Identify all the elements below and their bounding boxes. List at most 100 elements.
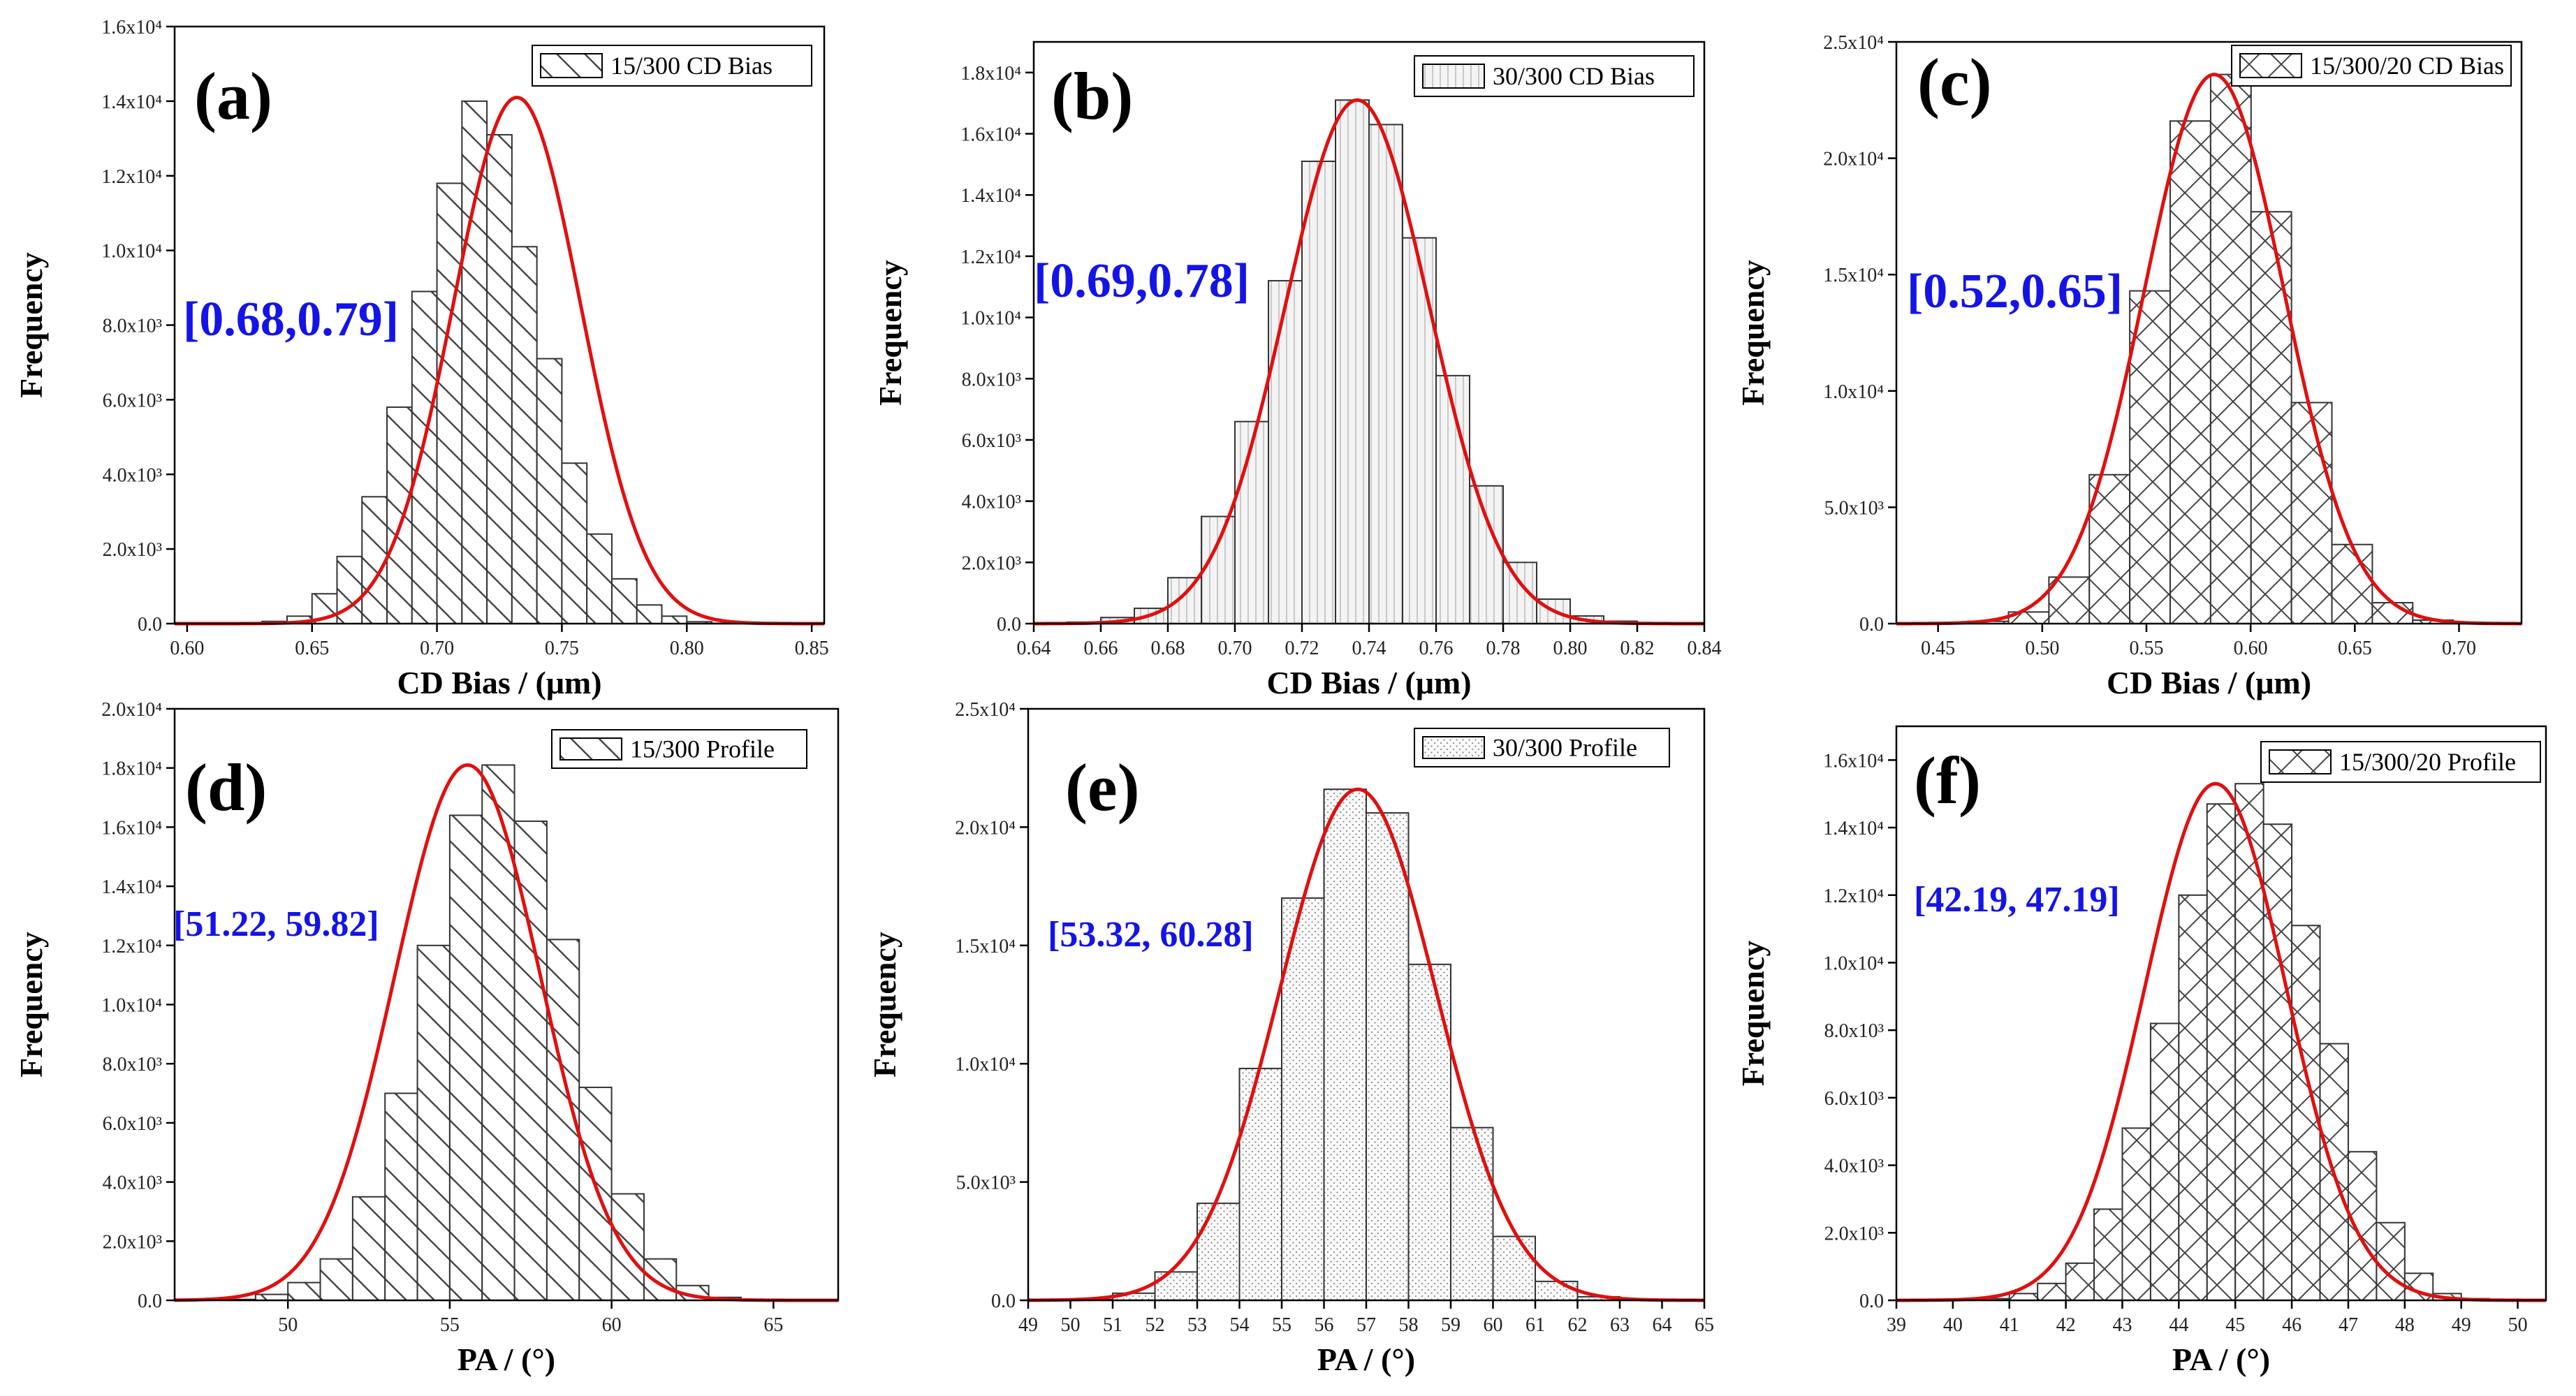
x-axis-label: PA / (°) (2172, 1342, 2270, 1377)
range-annotation: [53.32, 60.28] (1048, 915, 1254, 955)
chart-panel-4: 50 55 60 65 0.0 2.0x10³ 4.0x10³ 6.0x10³ 8.0x10³ 1… (13, 699, 840, 1377)
histogram-bar (643, 1258, 678, 1301)
x-tick-label: 44 (2169, 1314, 2188, 1336)
histogram-bar (1167, 577, 1202, 624)
x-tick-label: 52 (1146, 1314, 1165, 1336)
y-tick-label: 4.0x10³ (1824, 1156, 1884, 1177)
legend-entry: 15/300/20 CD Bias (2310, 52, 2504, 80)
y-tick-label: 6.0x10³ (103, 390, 162, 411)
panel-letter: (f) (1914, 743, 1981, 818)
x-tick-label: 0.85 (795, 638, 829, 659)
histogram-bar (1335, 99, 1370, 625)
x-tick-label: 0.70 (2442, 638, 2476, 659)
y-tick-label: 2.0x10⁴ (1823, 149, 1884, 170)
legend-swatch (2269, 749, 2332, 774)
histogram-bar (2037, 1282, 2067, 1301)
x-tick-label: 0.80 (670, 638, 704, 659)
x-tick-label: 49 (1018, 1314, 1038, 1336)
legend-swatch (1422, 736, 1485, 759)
legend-swatch (559, 737, 622, 761)
histogram-bar (561, 462, 588, 624)
y-tick-label: 1.8x10⁴ (101, 758, 162, 780)
histogram-bar (1323, 788, 1367, 1301)
range-annotation: [0.52,0.65] (1907, 265, 2123, 318)
chart-panel-6: 39 40 41 42 43 44 45 46 47 48 49 50 0.0 2.0x10³ 4.0x10… (1735, 725, 2547, 1377)
histogram-bar (2376, 1221, 2406, 1301)
histogram-bar (610, 1193, 645, 1302)
x-tick-label: 0.70 (420, 638, 454, 659)
x-tick-label: 0.55 (2130, 638, 2164, 659)
histogram-bar (2209, 73, 2252, 624)
fit-curve (1033, 98, 1704, 626)
legend-box (551, 729, 807, 769)
x-tick-label: 65 (763, 1314, 783, 1336)
y-tick-label: 1.2x10⁴ (101, 936, 162, 957)
y-tick-label: 1.6x10⁴ (101, 17, 162, 38)
histogram-bar (2129, 290, 2172, 624)
x-axis-label: CD Bias / (μm) (397, 665, 601, 700)
x-tick-label: 42 (2056, 1314, 2076, 1336)
x-axis-label: CD Bias / (μm) (1266, 665, 1471, 700)
histogram-bar (1301, 160, 1336, 625)
y-tick-label: 2.0x10³ (962, 552, 1021, 574)
x-tick-label: 48 (2395, 1314, 2415, 1336)
x-tick-label: 55 (1272, 1314, 1291, 1336)
legend-entry: 15/300 Profile (630, 735, 775, 763)
x-tick-label: 60 (602, 1314, 622, 1336)
histogram-bar (411, 291, 438, 624)
histogram-bar (1201, 515, 1236, 624)
x-tick-label: 0.76 (1419, 638, 1454, 659)
y-tick-label: 8.0x10³ (962, 369, 1021, 390)
histogram-bar (461, 100, 488, 624)
legend: 15/300 CD Bias (532, 45, 812, 87)
legend: 30/300 CD Bias (1414, 55, 1695, 97)
plot-frame (1895, 725, 2547, 1302)
panel-letter: (e) (1065, 750, 1140, 825)
histogram-bar (1234, 420, 1269, 624)
x-tick-label: 0.80 (1553, 638, 1588, 659)
x-tick-label: 0.75 (545, 638, 579, 659)
y-tick-label: 1.6x10⁴ (960, 124, 1021, 146)
histogram-bar (1535, 1280, 1579, 1301)
chart-panel-3: 0.45 0.50 0.55 0.60 0.65 0.70 0.0 5.0x10³ 1.0x10… (1735, 32, 2523, 700)
panel-letter: (a) (194, 59, 272, 133)
histogram-bar (2234, 783, 2264, 1301)
histogram-bar (636, 604, 663, 624)
histogram-bar (661, 615, 688, 624)
range-annotation: [0.69,0.78] (1034, 254, 1250, 308)
y-tick-label: 1.0x10⁴ (955, 1054, 1016, 1075)
y-tick-label: 8.0x10³ (103, 1054, 162, 1075)
x-tick-label: 56 (1315, 1314, 1334, 1336)
histogram-bar (2065, 1262, 2095, 1302)
x-tick-label: 51 (1103, 1314, 1122, 1336)
chart-panel-5: 49 50 51 52 53 54 55 56 57 58 59 60 61 62 63 64 65 0.0 5.0… (867, 699, 1714, 1377)
x-tick-label: 39 (1887, 1314, 1906, 1336)
x-tick-label: 0.78 (1486, 638, 1521, 659)
histogram-bar (448, 814, 483, 1301)
y-tick-label: 5.0x10³ (956, 1173, 1016, 1194)
x-tick-label: 55 (440, 1314, 460, 1336)
x-tick-label: 41 (2000, 1314, 2019, 1336)
x-tick-label: 0.66 (1084, 638, 1118, 659)
histogram-bar (511, 246, 538, 624)
x-tick-label: 59 (1441, 1314, 1461, 1336)
x-tick-label: 46 (2282, 1314, 2301, 1336)
x-tick-label: 54 (1230, 1314, 1250, 1336)
x-tick-label: 47 (2339, 1314, 2358, 1336)
histogram-bar (536, 358, 563, 624)
x-tick-label: 0.72 (1285, 638, 1319, 659)
histogram-bar (386, 406, 413, 624)
y-tick-label: 1.4x10⁴ (101, 876, 162, 898)
histogram-bar (1154, 1271, 1198, 1301)
histogram-bar (513, 820, 548, 1302)
x-tick-label: 61 (1525, 1314, 1545, 1336)
histogram-bar (1366, 812, 1410, 1301)
fit-curve (174, 763, 838, 1302)
histogram-bar (2262, 823, 2293, 1301)
y-tick-label: 1.2x10⁴ (1823, 886, 1884, 907)
panel-letter: (b) (1051, 59, 1133, 133)
y-tick-label: 2.5x10⁴ (955, 699, 1016, 721)
y-tick-label: 1.8x10⁴ (960, 63, 1021, 85)
x-tick-label: 0.84 (1688, 638, 1722, 659)
